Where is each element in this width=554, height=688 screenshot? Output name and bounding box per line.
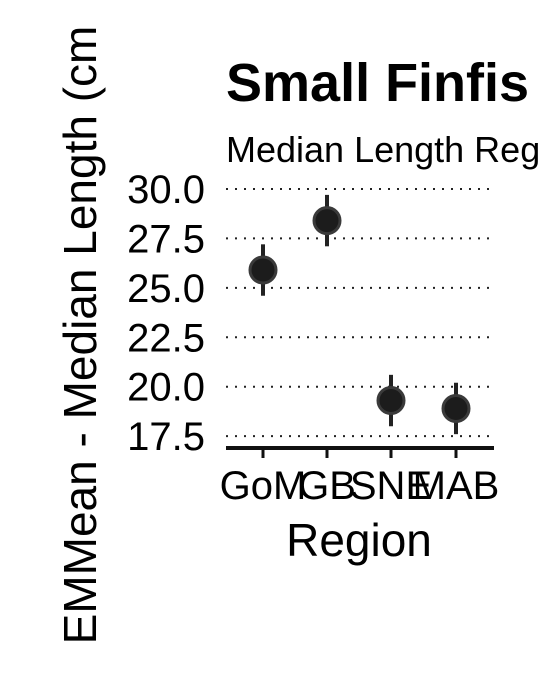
x-tick-label: GB	[298, 464, 356, 508]
y-axis-title: EMMean - Median Length (cm	[54, 26, 106, 645]
x-tick-label: GoM	[220, 464, 307, 508]
y-tick-label: 30.0	[127, 168, 205, 212]
y-tick-label: 20.0	[127, 366, 205, 410]
data-point	[248, 255, 278, 285]
y-tick-label: 22.5	[127, 316, 205, 360]
data-point	[312, 206, 342, 236]
y-axis-ticks: 17.5 20.0 22.5 25.0 27.5 30.0	[127, 168, 205, 459]
x-axis-title: Region	[286, 514, 432, 566]
y-tick-label: 27.5	[127, 217, 205, 261]
data-points	[248, 194, 471, 435]
data-point	[441, 393, 471, 423]
chart-subtitle: Median Length Reg	[226, 129, 540, 170]
chart-title: Small Finfis	[226, 53, 529, 113]
y-tick-label: 25.0	[127, 267, 205, 311]
x-tick-label: SNE	[350, 464, 432, 508]
data-point	[376, 386, 406, 416]
y-tick-label: 17.5	[127, 415, 205, 459]
x-tick-label: MAB	[413, 464, 500, 508]
